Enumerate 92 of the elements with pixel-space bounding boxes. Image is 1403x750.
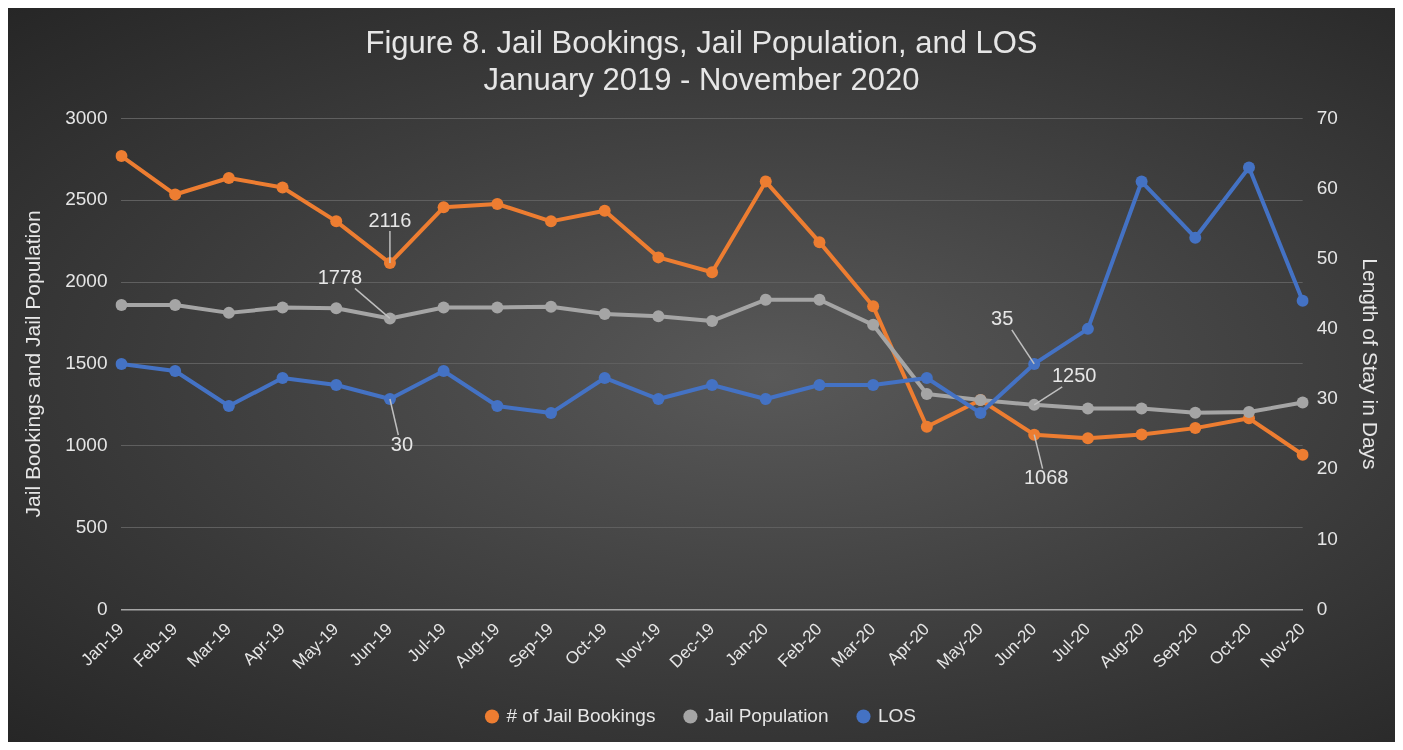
y2-tick-label: 40: [1316, 317, 1338, 339]
point: [544, 300, 557, 313]
y2-tick-label: 30: [1316, 387, 1338, 409]
point: [1081, 322, 1094, 335]
point: [759, 393, 772, 406]
y2-tick-label: 70: [1316, 106, 1338, 128]
y2-tick-label: 10: [1316, 527, 1338, 549]
chart-title: Figure 8. Jail Bookings, Jail Population, and LOS: [365, 25, 1038, 61]
data-label: 2116: [368, 208, 412, 231]
legend-label: LOS: [877, 704, 917, 726]
point: [544, 215, 557, 228]
point: [1189, 231, 1202, 244]
point: [276, 371, 289, 384]
point: [1242, 405, 1255, 418]
point: [1028, 357, 1041, 370]
legend-label: # of Jail Bookings: [506, 704, 656, 726]
y-tick-label: 2000: [65, 270, 108, 292]
point: [598, 204, 611, 217]
point: [169, 364, 182, 377]
point: [1189, 406, 1202, 419]
point: [706, 378, 719, 391]
data-label: 1250: [1051, 364, 1097, 387]
point: [1135, 175, 1148, 188]
point: [115, 150, 128, 163]
point: [867, 318, 880, 331]
point: [920, 420, 933, 433]
point: [813, 236, 826, 249]
point: [437, 201, 450, 214]
point: [652, 251, 665, 264]
y-tick-label: 0: [96, 597, 108, 619]
data-label: 1778: [317, 265, 363, 288]
y-tick-label: 1000: [65, 434, 108, 456]
point: [330, 378, 343, 391]
y-tick-label: 3000: [65, 106, 108, 128]
point: [813, 293, 826, 306]
point: [544, 407, 557, 420]
point: [115, 299, 128, 312]
point: [1135, 428, 1148, 441]
data-label: 30: [390, 432, 414, 455]
point: [491, 198, 504, 211]
point: [276, 301, 289, 314]
legend-label: Jail Population: [704, 704, 829, 726]
point: [222, 306, 235, 319]
point: [330, 302, 343, 315]
point: [759, 293, 772, 306]
chart-subtitle: January 2019 - November 2020: [483, 62, 920, 98]
y-tick-label: 1500: [65, 352, 108, 374]
y2-tick-label: 20: [1316, 457, 1338, 479]
point: [867, 300, 880, 313]
point: [813, 378, 826, 391]
point: [491, 400, 504, 413]
point: [1135, 402, 1148, 415]
y-tick-label: 500: [75, 515, 108, 537]
point: [759, 175, 772, 188]
point: [437, 364, 450, 377]
y2-tick-label: 0: [1316, 597, 1328, 619]
point: [330, 215, 343, 228]
point: [1296, 396, 1309, 409]
point: [1081, 432, 1094, 445]
point: [115, 357, 128, 370]
y2-tick-label: 60: [1316, 176, 1338, 198]
point: [1242, 161, 1255, 174]
point: [1189, 422, 1202, 435]
point: [652, 310, 665, 323]
point: [1296, 448, 1309, 461]
point: [706, 314, 719, 327]
point: [276, 181, 289, 194]
point: [1028, 398, 1041, 411]
point: [598, 308, 611, 321]
point: [383, 393, 396, 406]
y2-tick-label: 50: [1316, 246, 1338, 268]
data-label: 1068: [1023, 466, 1069, 489]
point: [920, 371, 933, 384]
point: [437, 301, 450, 314]
point: [169, 188, 182, 201]
y2-axis-title: Length of Stay in Days: [1358, 258, 1382, 470]
point: [706, 266, 719, 279]
point: [652, 393, 665, 406]
point: [974, 407, 987, 420]
point: [491, 301, 504, 314]
y-axis-title: Jail Bookings and Jail Population: [21, 210, 45, 518]
point: [920, 387, 933, 400]
point: [598, 371, 611, 384]
data-label: 35: [991, 307, 1014, 330]
point: [222, 400, 235, 413]
point: [867, 378, 880, 391]
point: [222, 171, 235, 184]
y-tick-label: 2500: [65, 188, 108, 210]
point: [169, 299, 182, 312]
point: [1028, 428, 1041, 441]
point: [1296, 294, 1309, 307]
point: [1081, 402, 1094, 415]
